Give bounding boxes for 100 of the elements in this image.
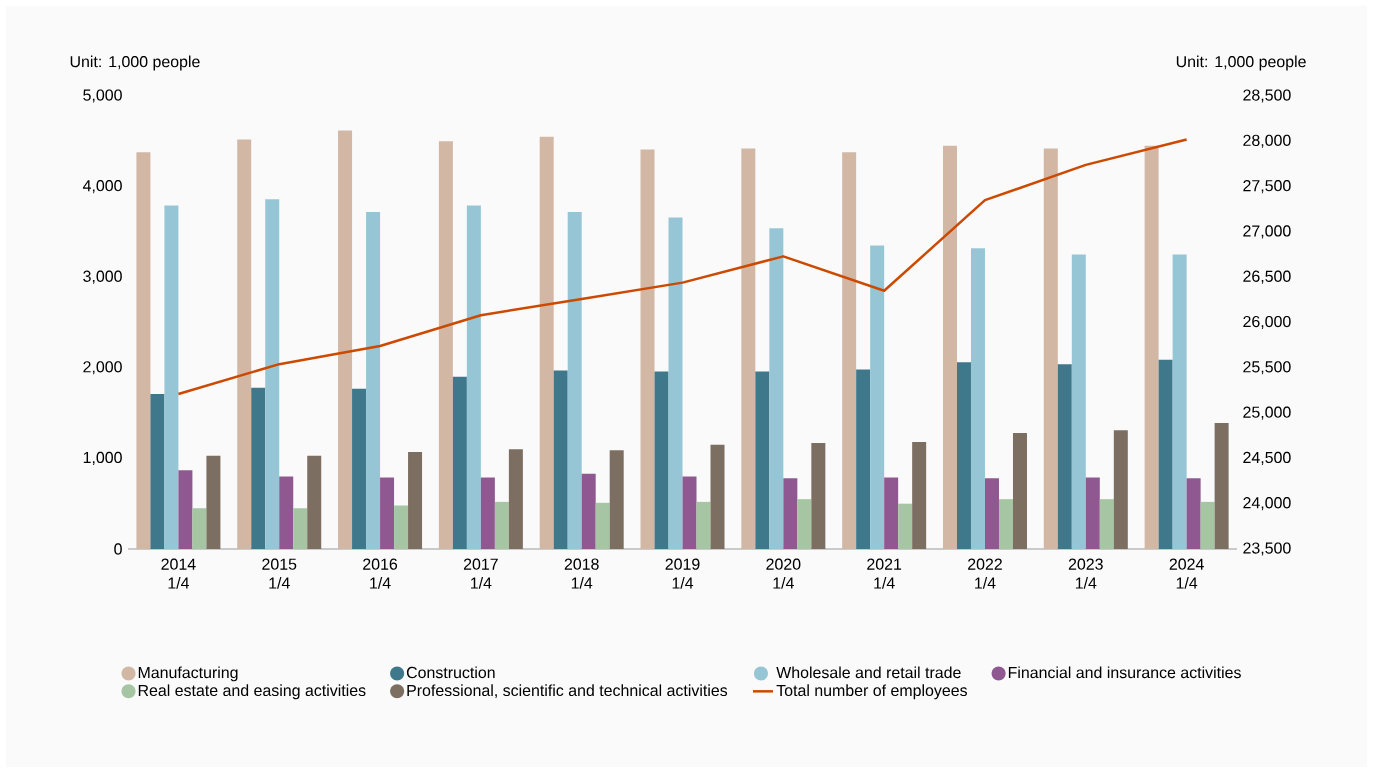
x-tick-label: 2015 1/4 (262, 558, 297, 589)
y-tick-label: 1,000 (83, 451, 122, 465)
bar (1043, 148, 1058, 549)
bar (956, 362, 971, 549)
y2-tick-label: 25,000 (1243, 406, 1291, 420)
bar (1012, 433, 1027, 549)
bar (307, 455, 322, 549)
y-tick-label: 4,000 (82, 180, 122, 194)
bar (797, 499, 812, 549)
bar (494, 501, 509, 549)
y-tick-label: 0 (114, 543, 122, 555)
bar (970, 248, 985, 549)
bar (640, 149, 655, 549)
y-tick-label: 5,000 (83, 89, 122, 103)
bar (480, 477, 495, 549)
y2-tick-label: 26,000 (1243, 315, 1291, 330)
bar (539, 136, 554, 549)
bar (293, 508, 308, 549)
bar (206, 455, 221, 549)
bar (884, 477, 899, 549)
x-tick-label: 2024 1/4 (1169, 558, 1204, 589)
y2-tick-label: 28,500 (1243, 89, 1291, 103)
bar (1172, 254, 1187, 549)
legend-label: Total number of employees (776, 684, 967, 700)
x-tick-label: 2018 1/4 (564, 558, 599, 589)
y2-axis-title: Unit: 1,000 people (1176, 55, 1306, 71)
bar (912, 442, 927, 549)
x-tick-label: 2020 1/4 (766, 558, 801, 589)
bar (452, 376, 467, 549)
x-tick-label: 2021 1/4 (867, 558, 902, 589)
legend-label: Manufacturing (138, 666, 238, 682)
bar (581, 473, 596, 549)
legend-label: Real estate and easing activities (138, 684, 366, 700)
y2-tick-label: 27,000 (1243, 225, 1291, 239)
bar (1214, 423, 1229, 549)
bar (1113, 430, 1128, 549)
x-tick-label: 2017 1/4 (463, 558, 498, 589)
y2-tick-label: 28,000 (1243, 134, 1291, 148)
bar (1144, 145, 1159, 549)
bar (609, 450, 624, 549)
legend-label: Wholesale and retail trade (776, 666, 961, 679)
bar (567, 211, 582, 549)
bar (1085, 477, 1100, 549)
bar (338, 130, 353, 549)
legend-label: Professional, scientific and technical activities (407, 684, 728, 698)
bar (668, 217, 683, 549)
bar (251, 387, 266, 549)
bar (654, 371, 669, 549)
bar (553, 370, 568, 549)
bar (366, 211, 381, 549)
y2-tick-label: 27,500 (1243, 180, 1291, 194)
bar (380, 477, 395, 549)
bar (352, 388, 367, 549)
bar (150, 394, 165, 549)
y-axis-title: Unit: 1,000 people (70, 55, 200, 71)
y2-tick-label: 25,500 (1243, 361, 1291, 375)
bar (769, 228, 784, 549)
y2-tick-label: 24,000 (1243, 497, 1291, 511)
bar (710, 444, 725, 549)
bar (998, 499, 1013, 549)
bar (755, 371, 770, 549)
bar (856, 369, 871, 549)
bar (508, 449, 523, 549)
x-tick-label: 2022 1/4 (968, 558, 1002, 589)
bar (394, 505, 409, 549)
bar (984, 478, 999, 549)
bar (595, 502, 610, 549)
bar (811, 442, 826, 549)
y-tick-label: 3,000 (83, 270, 122, 284)
x-tick-label: 2023 1/4 (1068, 558, 1103, 589)
bar (438, 141, 453, 549)
x-tick-label: 2016 1/4 (363, 558, 398, 589)
bar (1057, 364, 1072, 549)
bar (696, 501, 711, 549)
bar (466, 205, 481, 549)
bar (192, 508, 207, 549)
line-series (177, 138, 1188, 396)
bar (164, 205, 179, 549)
y2-tick-label: 23,500 (1243, 542, 1291, 556)
x-tick-label: 2019 1/4 (665, 558, 700, 589)
bar (842, 152, 857, 549)
legend-label: Construction (406, 666, 495, 679)
bar (898, 503, 913, 549)
bar (237, 139, 252, 549)
bar (942, 145, 957, 549)
bar (1200, 501, 1215, 549)
bar (1071, 254, 1086, 549)
bar (408, 452, 423, 549)
x-tick-label: 2014 1/4 (161, 558, 196, 589)
bar (136, 152, 151, 549)
y-tick-label: 2,000 (83, 361, 122, 375)
bar (682, 476, 697, 549)
bar (870, 245, 885, 549)
bar (1099, 499, 1114, 549)
bar (783, 478, 798, 549)
bar (279, 476, 294, 549)
bar (1158, 359, 1173, 549)
y2-tick-label: 26,500 (1243, 270, 1291, 284)
bar (178, 470, 193, 549)
bar (1186, 478, 1201, 549)
